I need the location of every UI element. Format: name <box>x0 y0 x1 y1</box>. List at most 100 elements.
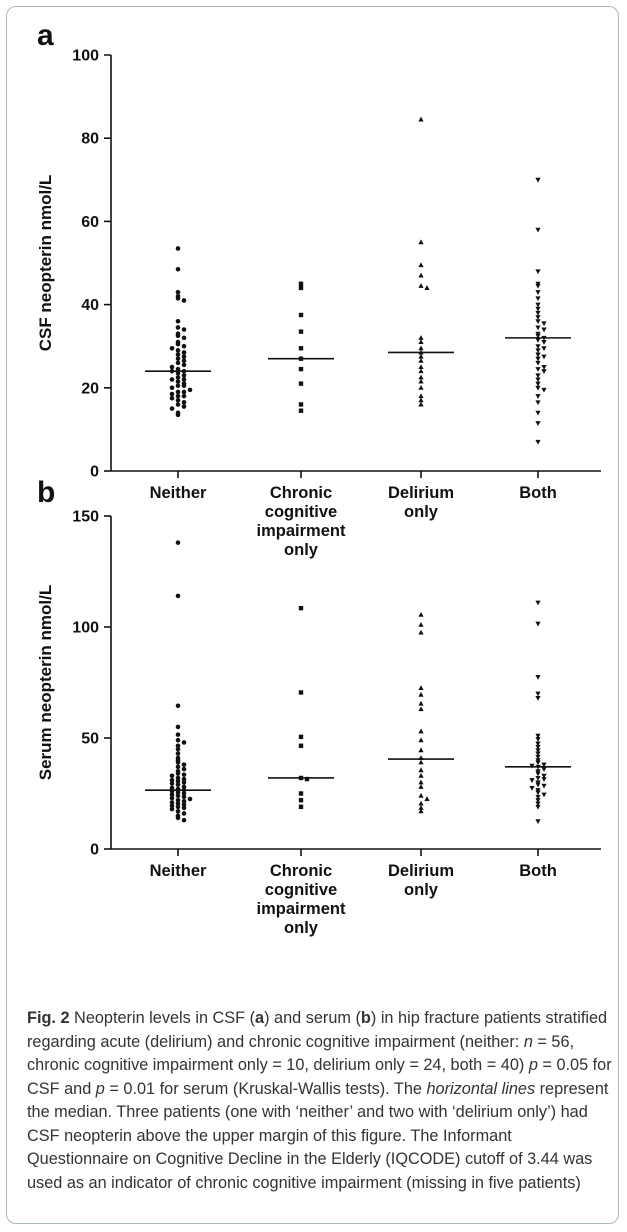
data-point-2-2 <box>418 629 424 635</box>
caption-text: = 0.01 for serum (Kruskal-Wallis tests).… <box>104 1079 427 1098</box>
data-point-3-5 <box>535 290 541 295</box>
data-point-2-7 <box>418 339 424 345</box>
data-point-0-45 <box>175 804 181 810</box>
data-point-2-15 <box>418 784 424 789</box>
data-point-3-8 <box>535 306 541 312</box>
data-point-2-4 <box>418 691 424 697</box>
data-point-0-42 <box>175 801 181 806</box>
caption-letter-a: a <box>255 1009 265 1027</box>
data-point-0-8 <box>181 327 187 332</box>
y-tick-label: 100 <box>72 620 99 637</box>
data-point-0-44 <box>169 395 175 401</box>
data-point-2-8 <box>418 737 424 743</box>
data-point-0-18 <box>175 352 181 357</box>
data-point-0-40 <box>181 798 187 804</box>
data-point-3-32 <box>535 798 541 803</box>
data-point-3-10 <box>535 751 541 757</box>
data-point-3-0 <box>535 177 541 183</box>
data-point-0-39 <box>175 389 181 395</box>
data-point-1-1 <box>298 285 304 291</box>
data-point-0-6 <box>175 318 181 324</box>
caption-letter-b: b <box>360 1009 371 1027</box>
data-point-0-1 <box>175 593 181 599</box>
data-point-1-3 <box>298 743 304 748</box>
caption-p-symbol: p <box>528 1056 538 1074</box>
serum-panel: b Serum neopterin nmol/L 0 50 100 150 Neither C… <box>36 476 601 937</box>
figure-charts: a CSF neopterin nmol/L 0 20 40 60 80 100 Neither… <box>36 19 601 937</box>
data-point-1-7 <box>298 381 304 386</box>
data-point-2-13 <box>418 772 424 778</box>
data-point-2-16 <box>418 792 424 798</box>
data-point-3-34 <box>541 387 547 393</box>
data-point-2-0 <box>418 116 424 122</box>
x-tick-label: Chronic cognitive impairment only <box>257 484 346 559</box>
data-point-0-11 <box>181 335 187 341</box>
data-point-3-0 <box>535 600 541 606</box>
series-3 <box>388 611 454 814</box>
data-point-2-6 <box>418 706 424 712</box>
data-point-3-19 <box>541 340 547 345</box>
x-tick-label-line: Neither <box>150 862 207 880</box>
data-point-0-33 <box>181 791 187 796</box>
data-point-3-24 <box>541 354 547 360</box>
series-1 <box>145 540 211 823</box>
y-tick-label: 0 <box>90 464 99 481</box>
data-point-0-14 <box>181 343 187 349</box>
y-axis-label: Serum neopterin nmol/L <box>36 585 55 781</box>
data-point-0-32 <box>169 377 175 382</box>
data-point-0-24 <box>169 364 175 370</box>
data-point-3-8 <box>535 744 541 750</box>
data-point-2-12 <box>418 364 424 369</box>
data-point-0-48 <box>181 404 187 409</box>
data-point-2-17 <box>424 796 430 802</box>
x-tick-label-line: Delirium <box>388 484 454 502</box>
data-point-2-11 <box>418 759 424 765</box>
data-point-1-2 <box>298 312 304 318</box>
data-point-3-1 <box>535 227 541 233</box>
data-point-0-12 <box>175 760 181 765</box>
data-point-2-10 <box>418 353 424 359</box>
data-point-1-7 <box>298 797 304 803</box>
data-point-0-5 <box>175 737 181 743</box>
x-tick-label: Both <box>519 862 557 880</box>
data-point-2-14 <box>418 779 424 785</box>
panel-label: a <box>37 19 54 52</box>
data-point-3-16 <box>535 333 541 339</box>
data-point-0-9 <box>175 751 181 756</box>
data-point-2-4 <box>418 283 424 288</box>
data-point-0-51 <box>175 815 181 821</box>
data-point-0-8 <box>175 746 181 752</box>
data-point-3-10 <box>535 315 541 320</box>
data-point-3-9 <box>535 748 541 754</box>
data-point-1-4 <box>298 346 304 351</box>
data-point-3-5 <box>535 733 541 739</box>
series-1 <box>145 246 211 418</box>
data-point-3-9 <box>535 310 541 316</box>
data-point-0-38 <box>187 387 193 393</box>
figure-caption: Fig. 2 Neopterin levels in CSF (a) and s… <box>27 1007 615 1195</box>
data-point-0-44 <box>169 803 175 809</box>
data-point-1-2 <box>298 734 304 740</box>
data-point-0-1 <box>175 266 181 272</box>
caption-text: ) and serum ( <box>264 1009 361 1027</box>
data-point-3-35 <box>535 394 541 399</box>
data-point-2-0 <box>418 611 424 617</box>
data-point-0-4 <box>175 296 181 301</box>
data-point-3-22 <box>535 348 541 354</box>
data-point-2-18 <box>418 800 424 806</box>
data-point-0-33 <box>175 379 181 384</box>
data-point-3-11 <box>535 754 541 760</box>
data-point-0-4 <box>175 732 181 737</box>
data-point-0-14 <box>175 764 181 770</box>
data-point-0-7 <box>175 325 181 330</box>
y-tick-label: 100 <box>72 48 99 65</box>
data-point-0-5 <box>181 298 187 303</box>
data-point-3-3 <box>535 691 541 697</box>
caption-text: = 0.05 for CSF and <box>27 1056 612 1098</box>
data-point-0-36 <box>181 383 187 389</box>
x-tick-label-line: Delirium <box>388 862 454 880</box>
data-point-0-51 <box>175 412 181 418</box>
data-point-0-46 <box>181 400 187 405</box>
data-point-3-18 <box>535 337 541 343</box>
series-4 <box>505 177 571 445</box>
